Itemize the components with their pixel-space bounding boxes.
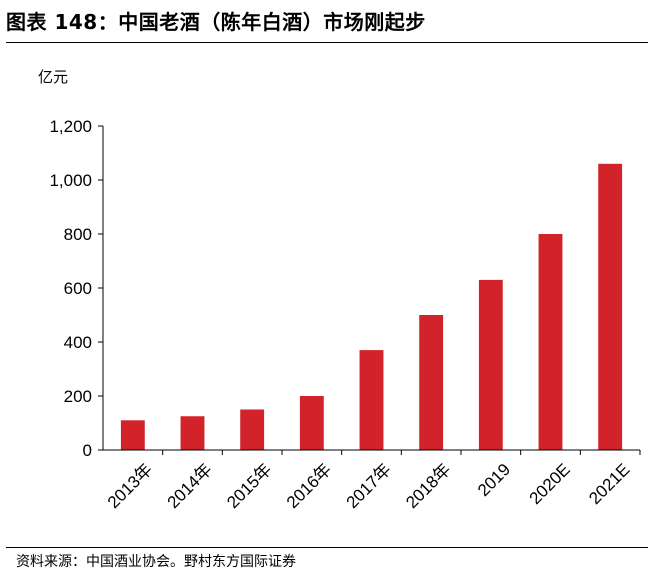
bar — [240, 409, 265, 450]
source-note: 资料来源：中国酒业协会。野村东方国际证券 — [16, 554, 296, 570]
y-tick-label: 1,200 — [49, 117, 92, 136]
x-tick-label: 2013年 — [104, 460, 156, 512]
x-tick-label: 2017年 — [343, 460, 395, 512]
bar — [120, 420, 145, 450]
bar — [598, 163, 623, 451]
title-divider — [6, 42, 648, 43]
bar — [180, 416, 205, 450]
bar — [419, 315, 444, 450]
source-divider — [6, 547, 648, 548]
x-tick-label: 2014年 — [164, 460, 216, 512]
bar — [538, 234, 563, 450]
bar-series — [120, 163, 623, 451]
bar — [299, 396, 324, 450]
y-tick-label: 800 — [64, 225, 92, 244]
x-tick-label: 2015年 — [223, 460, 275, 512]
x-tick-label: 2020E — [526, 460, 574, 508]
y-tick-label: 200 — [64, 387, 92, 406]
figure-title: 图表 148：中国老酒（陈年白酒）市场刚起步 — [6, 10, 426, 34]
bar — [359, 350, 384, 450]
y-tick-label: 1,000 — [49, 171, 92, 190]
y-axis-unit-label: 亿元 — [38, 68, 69, 86]
y-tick-label: 0 — [83, 441, 92, 460]
y-tick-label: 400 — [64, 333, 92, 352]
x-tick-label: 2021E — [585, 460, 633, 508]
x-axis: 2013年 2014年 2015年 2016年 2017年 2018年 2019 2020E 2… — [103, 449, 641, 512]
bar — [478, 279, 503, 450]
x-tick-label: 2018年 — [402, 460, 454, 512]
x-tick-label: 2016年 — [283, 460, 335, 512]
y-axis: 0 200 400 600 800 1,000 1,200 — [49, 117, 104, 460]
x-tick-label: 2019 — [474, 460, 514, 500]
y-tick-label: 600 — [64, 279, 92, 298]
